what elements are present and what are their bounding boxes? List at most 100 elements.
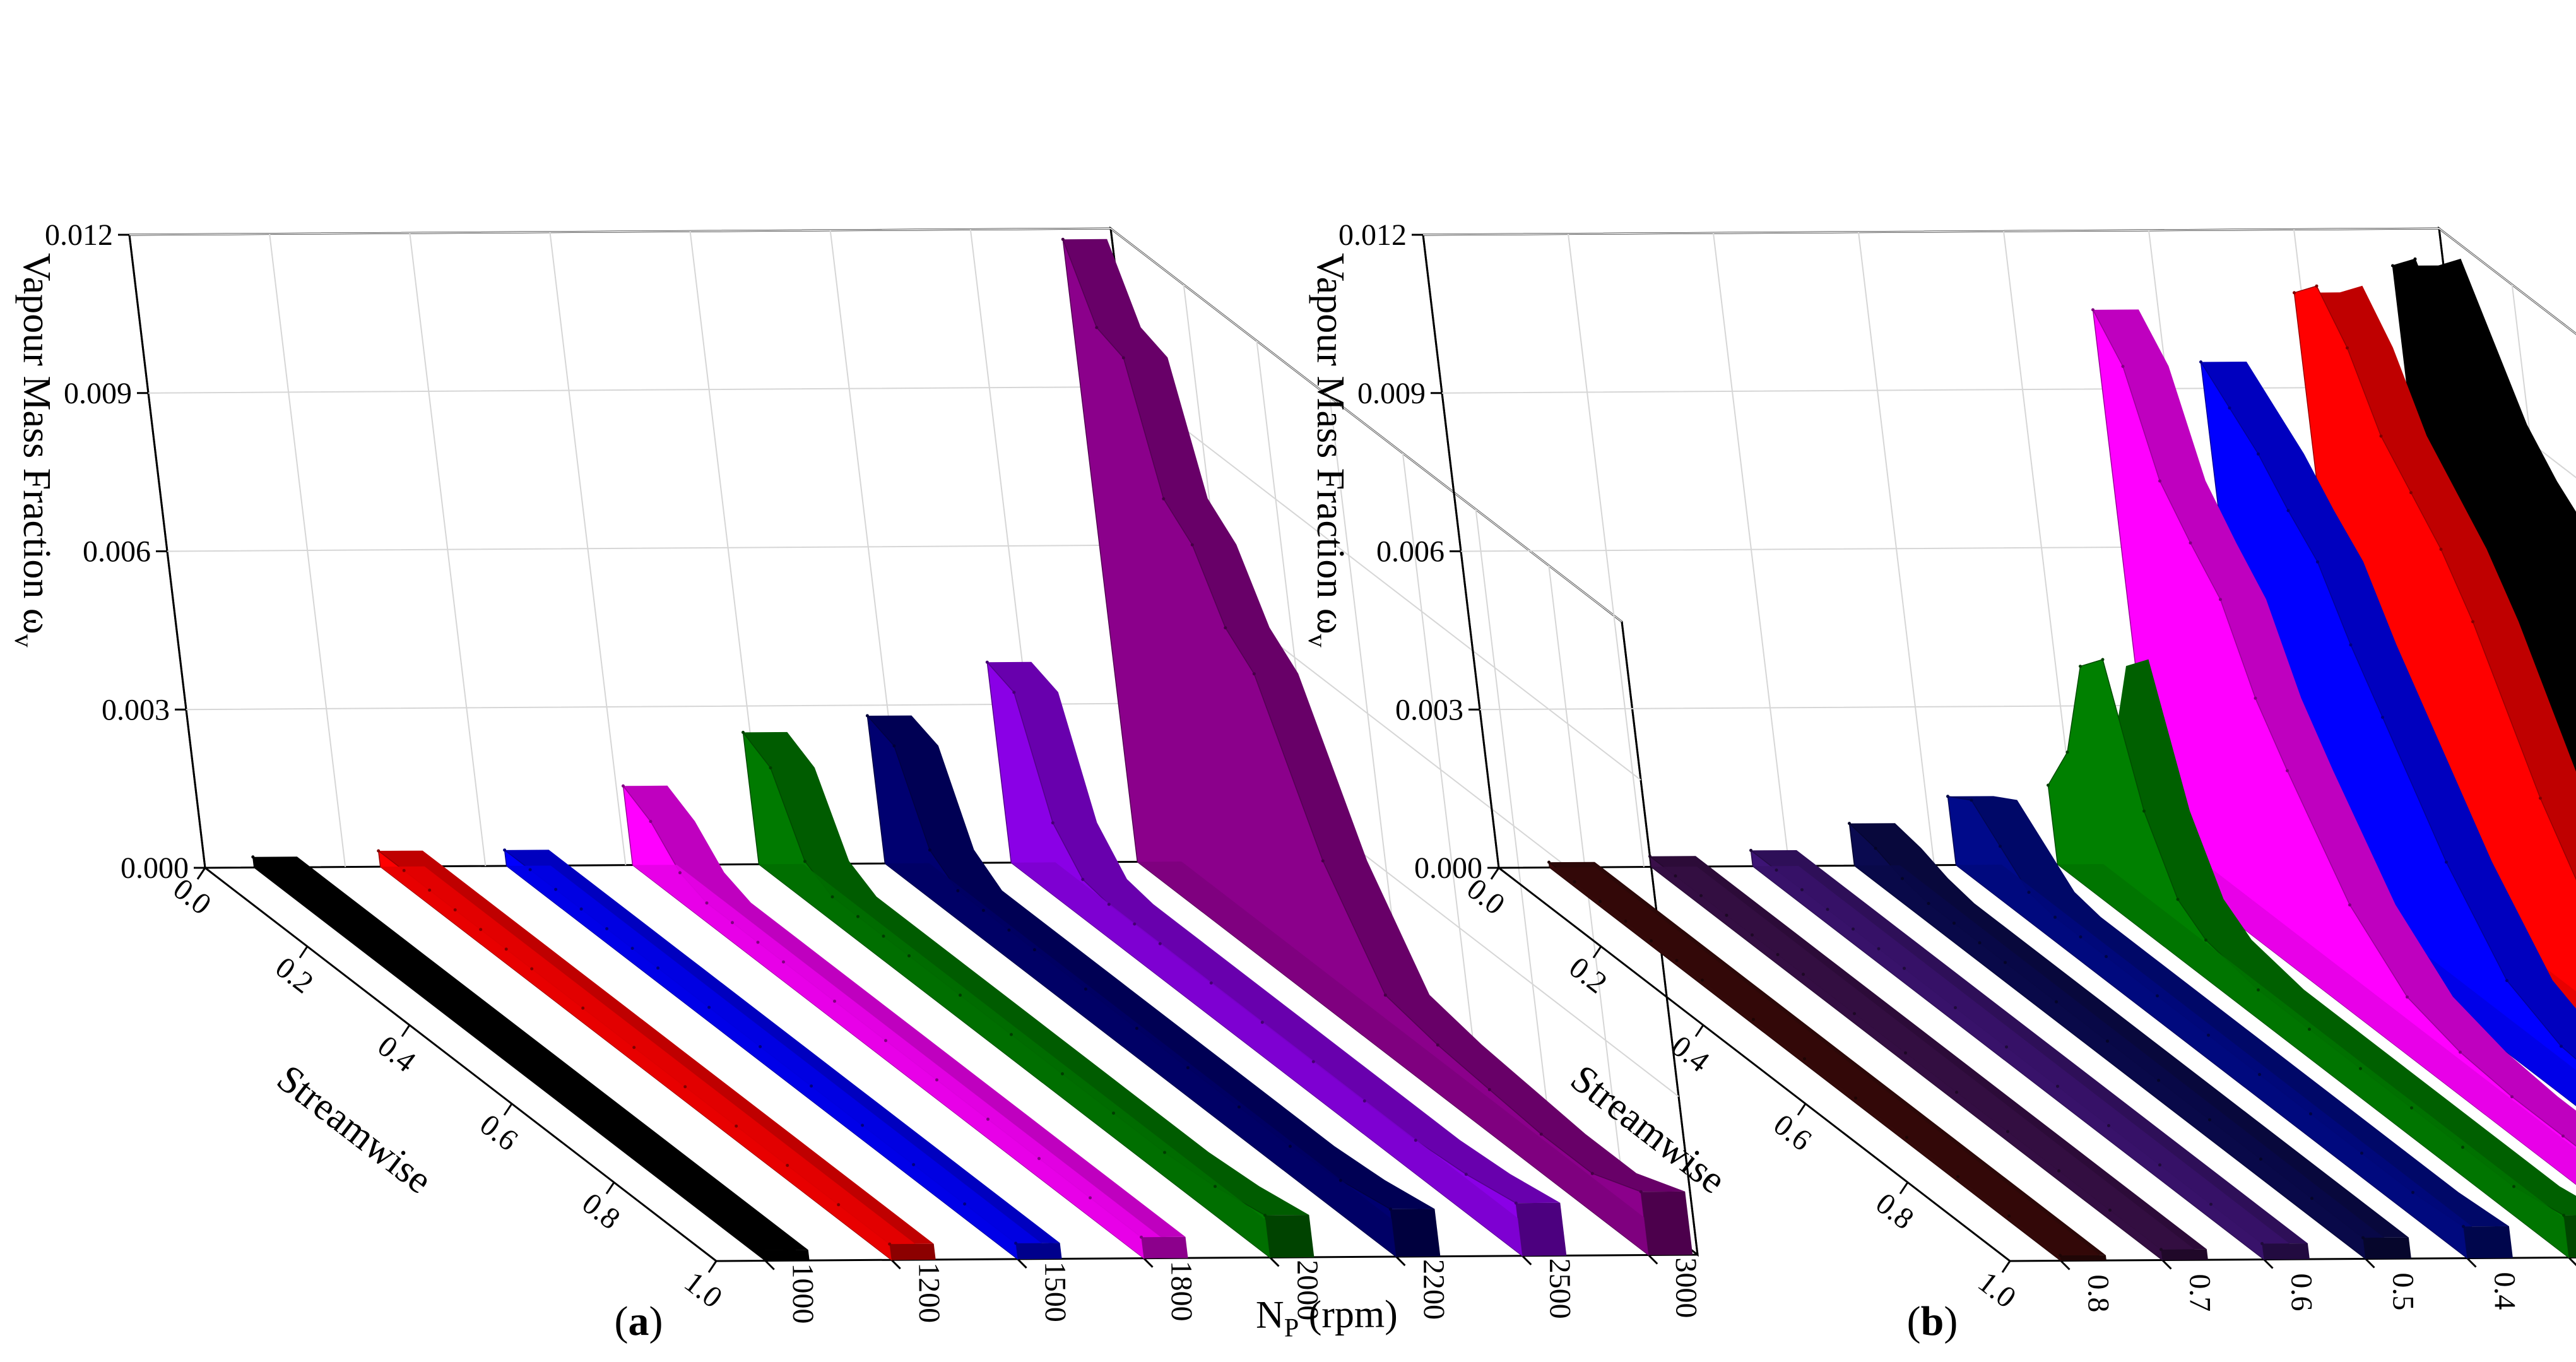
data-point [403,869,406,872]
data-point [1414,1139,1417,1142]
x-tick-label: 0.6 [474,1108,524,1158]
data-point [1573,880,1576,884]
data-point [2471,620,2474,624]
data-point [1515,1202,1518,1205]
data-point [2260,1242,2264,1245]
data-point [1214,1185,1217,1188]
data-point [2005,1045,2008,1048]
data-point [2059,1254,2062,1257]
x-tick-label: 0.8 [576,1187,627,1236]
series-end-cap [1265,1215,1315,1257]
data-point [762,1248,765,1252]
data-point [2158,1163,2161,1166]
data-point [1591,1172,1594,1175]
data-point [1547,861,1551,864]
data-point [2539,796,2542,800]
y-tick-mark [765,1261,774,1270]
data-point [558,1091,561,1094]
data-point [1488,1088,1491,1091]
data-point [2459,1051,2462,1054]
data-point [2445,861,2448,864]
x-tick-label: 0.2 [269,950,320,1000]
data-point [1389,1207,1392,1211]
x-axis-label: Streamwise [269,1057,440,1202]
x-tick-mark [300,947,307,958]
data-point [2257,988,2260,992]
y-tick-label: 1200 [912,1262,946,1323]
data-point [1701,979,1704,982]
x-tick-label: 0.4 [372,1029,422,1079]
data-point [1802,973,1805,976]
x-tick-mark [1798,1104,1805,1115]
y-tick-label: 0.6 [2284,1273,2318,1311]
data-point [2158,480,2161,483]
panel-label: (a) [615,1298,663,1344]
y-tick-label: 1800 [1164,1260,1198,1321]
data-point [1540,1133,1543,1136]
y-tick-mark [1396,1257,1405,1265]
data-point [1776,953,1780,956]
data-point [1010,1033,1013,1036]
data-point [2286,769,2289,773]
data-point [2570,598,2573,601]
data-point [1163,1151,1166,1154]
data-point [1253,672,1256,675]
data-point [649,820,653,823]
data-point [678,871,682,874]
data-point [1084,988,1087,991]
z-axis-label: Vapour Mass Fraction ωv [1303,253,1352,648]
data-point [405,973,408,976]
y-tick-mark [1144,1258,1153,1267]
data-point [1800,888,1804,891]
data-point [1436,1043,1439,1046]
data-point [2106,1039,2109,1043]
data-point [2055,1000,2058,1004]
data-point [837,1203,840,1206]
data-point [1089,1196,1092,1199]
data-point [251,855,254,858]
data-point [656,966,659,969]
data-point [2561,1135,2565,1138]
y-tick-label: 1500 [1038,1262,1072,1322]
series-end-cap [1516,1203,1566,1256]
data-point [741,731,745,734]
x-tick-label: 0.2 [1563,950,1614,1000]
x-tick-mark [606,1182,614,1193]
data-point [530,968,533,971]
data-point [1312,1060,1315,1063]
data-point [1140,1236,1143,1239]
data-point [1725,914,1728,917]
data-point [2219,598,2222,601]
data-point [1999,844,2002,848]
data-point [554,888,557,891]
data-point [866,714,869,718]
data-point [2006,1130,2009,1133]
data-point [580,908,583,911]
data-point [735,1125,738,1128]
data-point [2057,1170,2060,1173]
data-point [2254,697,2257,700]
data-point [2440,548,2443,551]
y-tick-mark [2264,1260,2273,1269]
data-point [479,928,482,931]
data-point [2414,258,2417,261]
data-point [1112,1111,1115,1115]
data-point [2346,346,2349,350]
data-point [831,896,834,899]
data-point [986,661,989,664]
x-tick-label: 0.4 [1665,1029,1716,1079]
data-point [1238,1106,1241,1109]
data-point [1162,497,1165,500]
series-end-cap [2262,1243,2310,1260]
data-point [1014,1241,1017,1245]
data-point [1339,1179,1342,1182]
data-point [2189,542,2192,545]
data-point [912,1163,915,1166]
x-tick-label: 1.0 [1972,1265,2023,1315]
data-point [2208,1118,2211,1122]
data-point [1874,847,1877,850]
data-point [1675,959,1679,962]
z-axis-label-subscript: v [9,634,38,648]
